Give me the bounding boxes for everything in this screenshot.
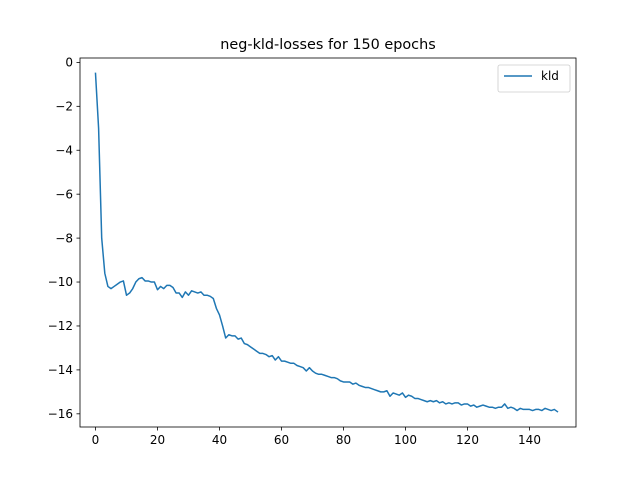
y-tick-label: −2 [55,100,73,114]
y-tick-label: 0 [65,56,73,70]
x-tick-label: 20 [150,433,165,447]
axes-frame [79,57,577,428]
legend: kld [497,64,571,93]
x-axis-ticks: 0 20 40 60 80 100 120 140 [92,427,541,447]
x-tick-label: 0 [92,433,100,447]
y-tick-label: −6 [55,187,73,201]
y-tick-label: −14 [48,363,73,377]
x-tick-label: 80 [336,433,351,447]
y-tick-label: −8 [55,231,73,245]
y-tick-label: −4 [55,143,73,157]
y-tick-label: −10 [48,275,73,289]
x-tick-label: 140 [518,433,541,447]
x-tick-label: 100 [394,433,417,447]
legend-box [497,64,571,93]
y-axis-ticks: 0 −2 −4 −6 −8 −10 −12 −14 −16 [48,56,80,421]
axes-spines [79,57,577,428]
series-layer [94,72,559,413]
chart-title: neg-kld-losses for 150 epochs [220,37,435,53]
series-line-kld [94,72,559,413]
legend-label-kld: kld [541,69,559,83]
y-tick-label: −12 [48,319,73,333]
x-tick-label: 60 [274,433,289,447]
plot-area [80,58,576,427]
x-tick-label: 40 [212,433,227,447]
x-tick-label: 120 [456,433,479,447]
y-tick-label: −16 [48,407,73,421]
